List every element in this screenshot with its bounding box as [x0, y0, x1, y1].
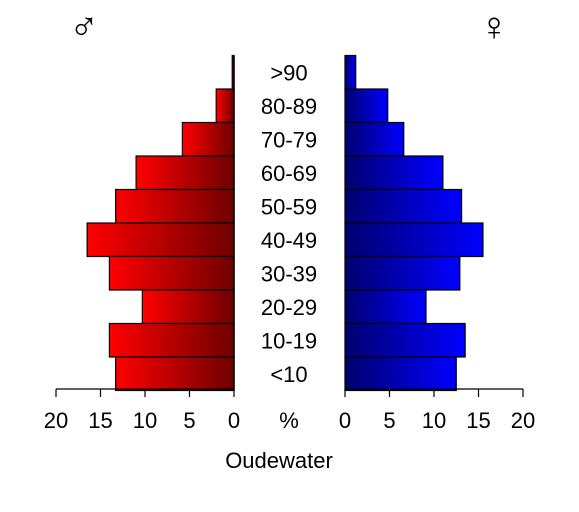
male-axis-tick-label: 15 [88, 408, 112, 433]
age-group-labels: >90 80-89 70-79 60-69 50-59 40-49 30-39 20-29 10… [261, 60, 317, 387]
male-bars [86, 54, 235, 392]
female-bar [344, 155, 444, 191]
female-bar [344, 222, 484, 258]
male-bar [135, 155, 235, 191]
age-group-label: 60-69 [261, 161, 317, 186]
female-bar [344, 356, 457, 392]
female-x-axis: 0 5 10 15 20 [339, 388, 535, 433]
female-symbol: ♀ [479, 5, 509, 49]
female-axis-tick-label: 20 [511, 408, 535, 433]
male-symbol: ♂ [69, 5, 99, 49]
percent-unit-label: % [279, 408, 299, 433]
male-bar [86, 222, 235, 258]
male-bar [181, 121, 235, 157]
age-group-label: 80-89 [261, 94, 317, 119]
female-bar [344, 255, 461, 291]
female-bar [344, 322, 466, 358]
male-axis-tick-label: 20 [44, 408, 68, 433]
male-bar [215, 88, 235, 124]
age-group-label: 40-49 [261, 228, 317, 253]
female-bar [344, 188, 463, 224]
age-group-label: 30-39 [261, 261, 317, 286]
female-bar [344, 88, 389, 124]
male-bar [115, 356, 235, 392]
male-bar [115, 188, 235, 224]
female-bar [344, 289, 427, 325]
female-axis-tick-label: 15 [466, 408, 490, 433]
male-x-axis: 0 5 10 15 20 [44, 388, 240, 433]
male-axis-tick-label: 0 [228, 408, 240, 433]
age-group-label: 50-59 [261, 194, 317, 219]
age-group-label: 70-79 [261, 127, 317, 152]
female-axis-tick-label: 5 [383, 408, 395, 433]
male-bar [108, 255, 235, 291]
chart-title: Oudewater [225, 448, 333, 473]
female-bar [344, 121, 405, 157]
female-axis-tick-label: 0 [339, 408, 351, 433]
female-bar [344, 54, 357, 90]
female-axis-tick-label: 10 [422, 408, 446, 433]
age-group-label: <10 [270, 362, 307, 387]
age-group-label: 10-19 [261, 328, 317, 353]
age-group-label: >90 [270, 60, 307, 85]
male-bar [108, 322, 235, 358]
male-bar [141, 289, 235, 325]
male-axis-tick-label: 5 [183, 408, 195, 433]
male-axis-tick-label: 10 [133, 408, 157, 433]
age-group-label: 20-29 [261, 295, 317, 320]
female-bars [344, 54, 484, 392]
